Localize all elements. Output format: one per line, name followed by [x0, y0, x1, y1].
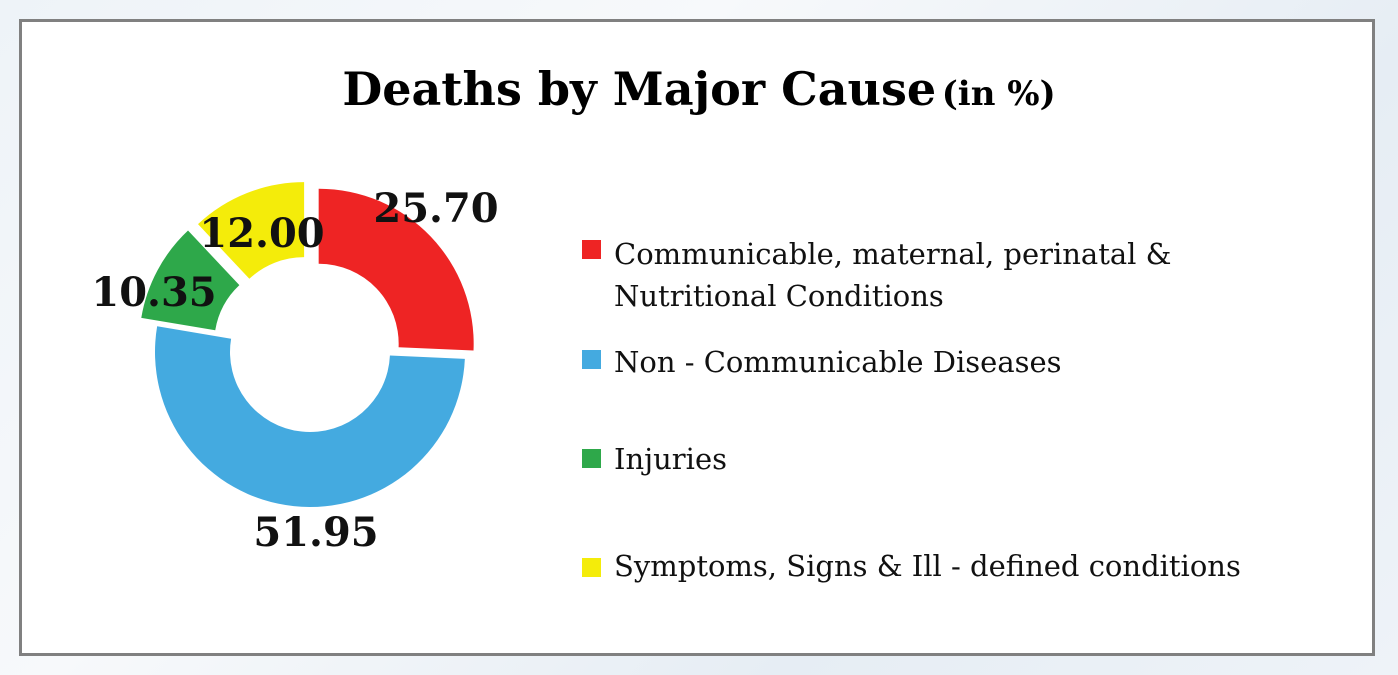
legend-swatch-communicable	[582, 240, 601, 259]
donut-slice-symptoms	[198, 182, 305, 279]
legend-label-injuries: Injuries	[614, 433, 1334, 485]
data-label-symptoms: 12.00	[199, 210, 324, 257]
data-label-injuries: 10.35	[91, 269, 216, 316]
chart-card	[19, 19, 1375, 656]
chart-title: Deaths by Major Cause (in %)	[0, 62, 1398, 116]
legend-swatch-injuries	[582, 449, 601, 468]
data-label-communicable: 25.70	[373, 185, 498, 232]
chart-title-unit: (in %)	[941, 74, 1056, 114]
legend-label-line: Injuries	[614, 442, 727, 476]
legend-label-line: Communicable, maternal, perinatal &	[614, 237, 1172, 271]
legend-swatch-non-communicable	[582, 350, 601, 369]
data-label-non-communicable: 51.95	[253, 509, 378, 556]
legend-label-line: Symptoms, Signs & Ill - defined conditio…	[614, 549, 1241, 583]
legend-label-non-communicable: Non - Communicable Diseases	[614, 336, 1334, 388]
donut-slice-injuries	[141, 230, 240, 331]
chart-title-main: Deaths by Major Cause	[342, 62, 937, 116]
legend-label-symptoms: Symptoms, Signs & Ill - defined conditio…	[614, 540, 1334, 592]
donut-slice-communicable	[318, 188, 474, 351]
legend-label-communicable: Communicable, maternal, perinatal & Nutr…	[614, 228, 1334, 322]
legend-label-line: Non - Communicable Diseases	[614, 345, 1062, 379]
legend-swatch-symptoms	[582, 558, 601, 577]
legend-label-line: Nutritional Conditions	[614, 279, 944, 313]
donut-slice-non-communicable	[154, 326, 465, 508]
